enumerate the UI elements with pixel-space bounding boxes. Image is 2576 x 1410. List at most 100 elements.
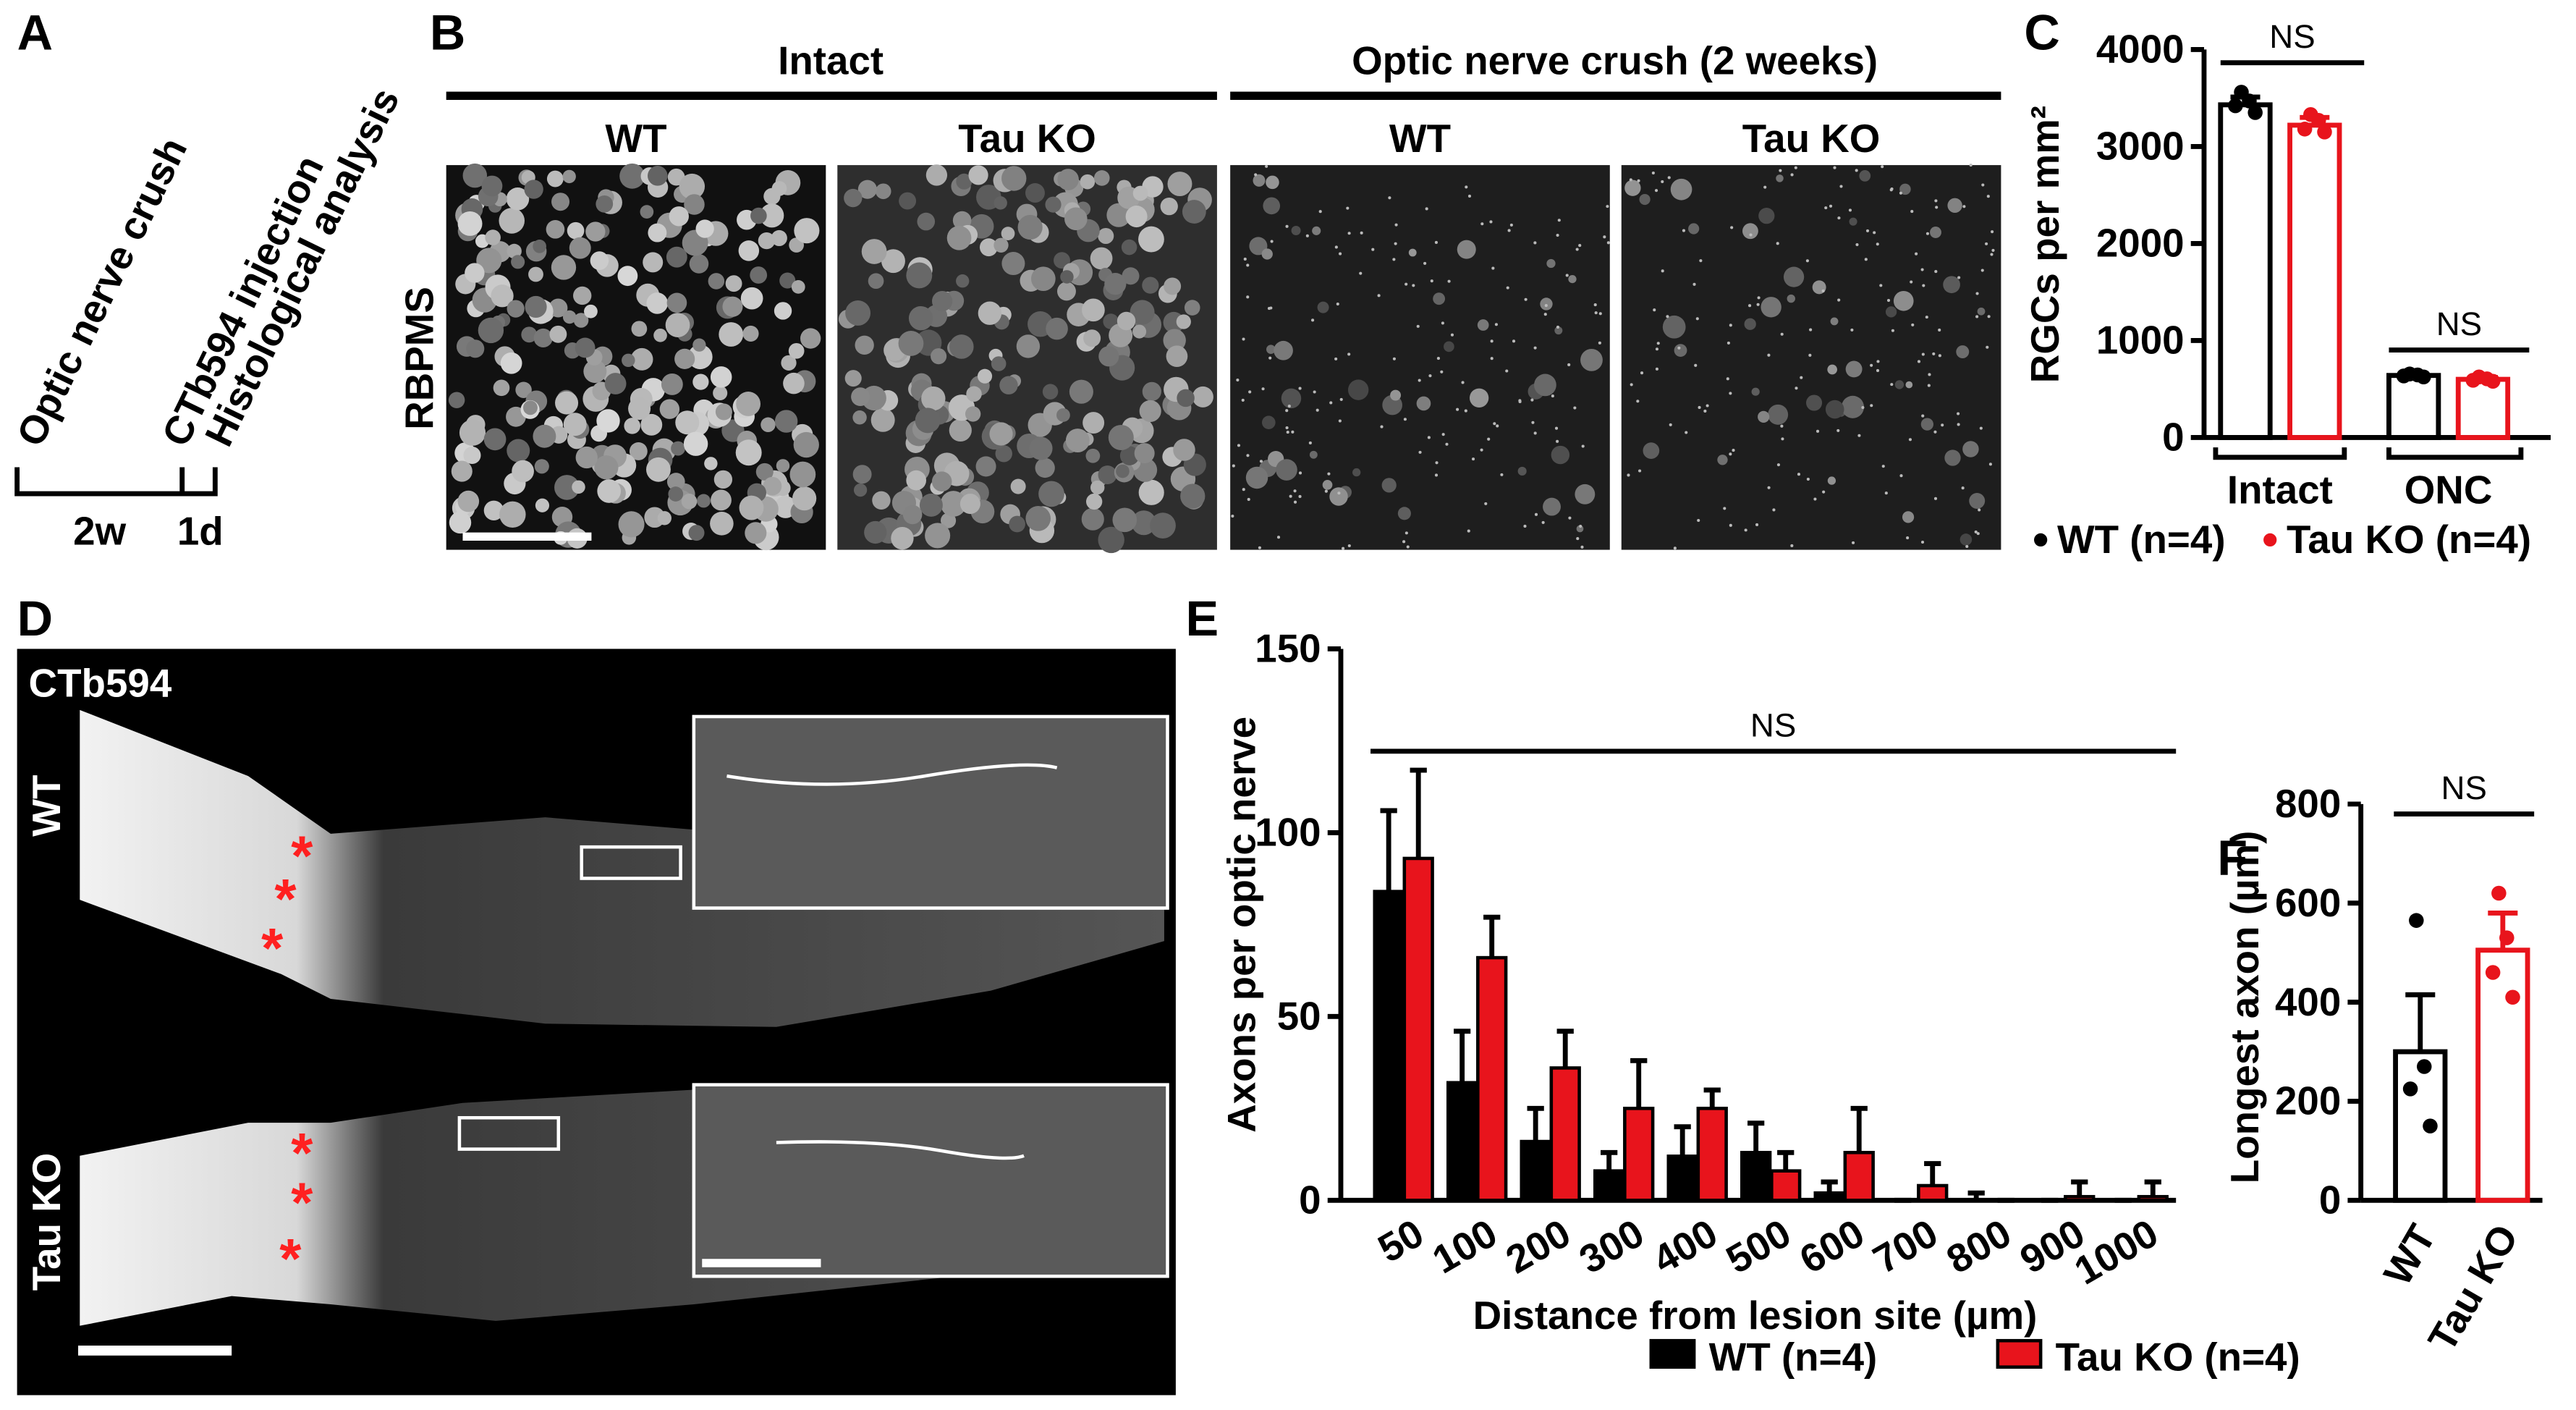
speck (1579, 525, 1583, 528)
x-tick-label: 200 (1499, 1210, 1578, 1282)
cell (1969, 493, 1986, 509)
cell (968, 165, 988, 185)
cell (683, 431, 708, 456)
speck (1491, 266, 1495, 270)
speck (1441, 433, 1445, 436)
speck (1338, 419, 1342, 423)
cell (1083, 329, 1101, 347)
speck (1695, 317, 1699, 321)
cell (584, 304, 598, 318)
speck (1629, 178, 1632, 182)
cell (671, 441, 685, 456)
speck (1979, 426, 1983, 430)
cell (1274, 340, 1293, 360)
y-axis-label: RGCs per mm² (2022, 106, 2067, 383)
speck (1692, 282, 1696, 286)
cell (1035, 457, 1055, 478)
speck (1327, 472, 1331, 476)
speck (1723, 507, 1726, 510)
cell (1192, 386, 1213, 408)
speck (1518, 399, 1522, 402)
cell (1029, 436, 1053, 460)
cell (573, 286, 592, 305)
speck (1533, 241, 1537, 245)
speck (1334, 245, 1338, 249)
speck (1464, 409, 1467, 413)
cell (696, 494, 711, 508)
cell (771, 229, 787, 247)
speck (1471, 457, 1475, 461)
cell (855, 335, 874, 355)
speck (1305, 234, 1309, 237)
speck (1881, 165, 1884, 169)
speck (1435, 461, 1439, 465)
speck (1480, 222, 1484, 226)
cell (657, 511, 671, 525)
speck (1910, 210, 1914, 214)
data-point (2491, 885, 2507, 901)
cell (956, 274, 970, 288)
cell (949, 334, 974, 359)
speck (1533, 346, 1537, 350)
cell (692, 373, 709, 390)
cell (1163, 329, 1186, 352)
speck (1418, 379, 1421, 382)
cell (1001, 252, 1025, 276)
speck (1268, 356, 1272, 360)
y-tick-label: 0 (2319, 1178, 2341, 1223)
data-point (2317, 124, 2332, 140)
x-tick-label: WT (2375, 1217, 2444, 1293)
speck (1242, 337, 1245, 341)
cell (604, 373, 627, 394)
cell (956, 173, 973, 190)
cell (999, 376, 1018, 394)
speck (1346, 206, 1350, 210)
cell (1025, 183, 1045, 203)
panel-label: E (1186, 591, 1219, 646)
x-tick-label: 100 (1425, 1210, 1504, 1282)
bar (1373, 890, 1404, 1202)
cell (521, 326, 538, 343)
cell (740, 287, 763, 310)
bar (1402, 856, 1434, 1202)
speck (1935, 206, 1939, 209)
column-label: Tau KO (1742, 116, 1881, 161)
legend-label: WT (n=4) (2057, 517, 2226, 562)
speck (1857, 434, 1861, 437)
speck (1578, 244, 1582, 248)
speck (1961, 486, 1965, 490)
cell (1312, 226, 1321, 235)
speck (1677, 346, 1681, 350)
cell (758, 232, 776, 250)
speck (1450, 333, 1454, 337)
speck (1392, 357, 1396, 360)
cell (1317, 301, 1329, 313)
legend-marker (2034, 533, 2048, 547)
cell (713, 385, 728, 401)
cell (1001, 166, 1027, 191)
cell (1045, 196, 1062, 213)
speck (1269, 306, 1273, 310)
cell (1122, 267, 1140, 285)
cell (1849, 217, 1857, 226)
cell (1783, 266, 1805, 287)
cell (1959, 533, 1973, 546)
cell (915, 408, 941, 434)
speck (1606, 241, 1610, 245)
speck (1334, 357, 1338, 360)
speck (1698, 405, 1701, 410)
speck (1655, 367, 1658, 371)
speck (1726, 377, 1729, 381)
bar (1843, 1150, 1875, 1202)
cell (551, 193, 570, 211)
cell (1309, 450, 1318, 459)
x-tick-label: 700 (1865, 1210, 1945, 1282)
bar (2386, 373, 2441, 440)
cell (993, 196, 1007, 210)
speck (1673, 546, 1677, 550)
cell (722, 296, 743, 317)
cell (675, 410, 700, 435)
speck (1748, 304, 1752, 308)
speck (1729, 392, 1732, 395)
cell (1433, 292, 1446, 305)
